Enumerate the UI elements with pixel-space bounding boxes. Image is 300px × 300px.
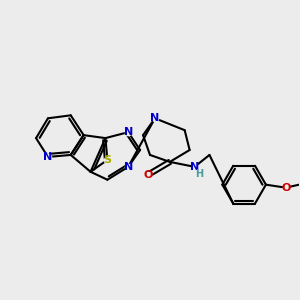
Text: N: N [190,162,199,172]
Text: H: H [196,169,204,179]
Text: N: N [124,162,133,172]
Text: S: S [103,155,111,165]
Text: O: O [281,183,290,193]
Text: N: N [150,113,160,123]
Text: N: N [124,127,133,137]
Text: O: O [143,170,153,180]
Text: N: N [43,152,52,162]
